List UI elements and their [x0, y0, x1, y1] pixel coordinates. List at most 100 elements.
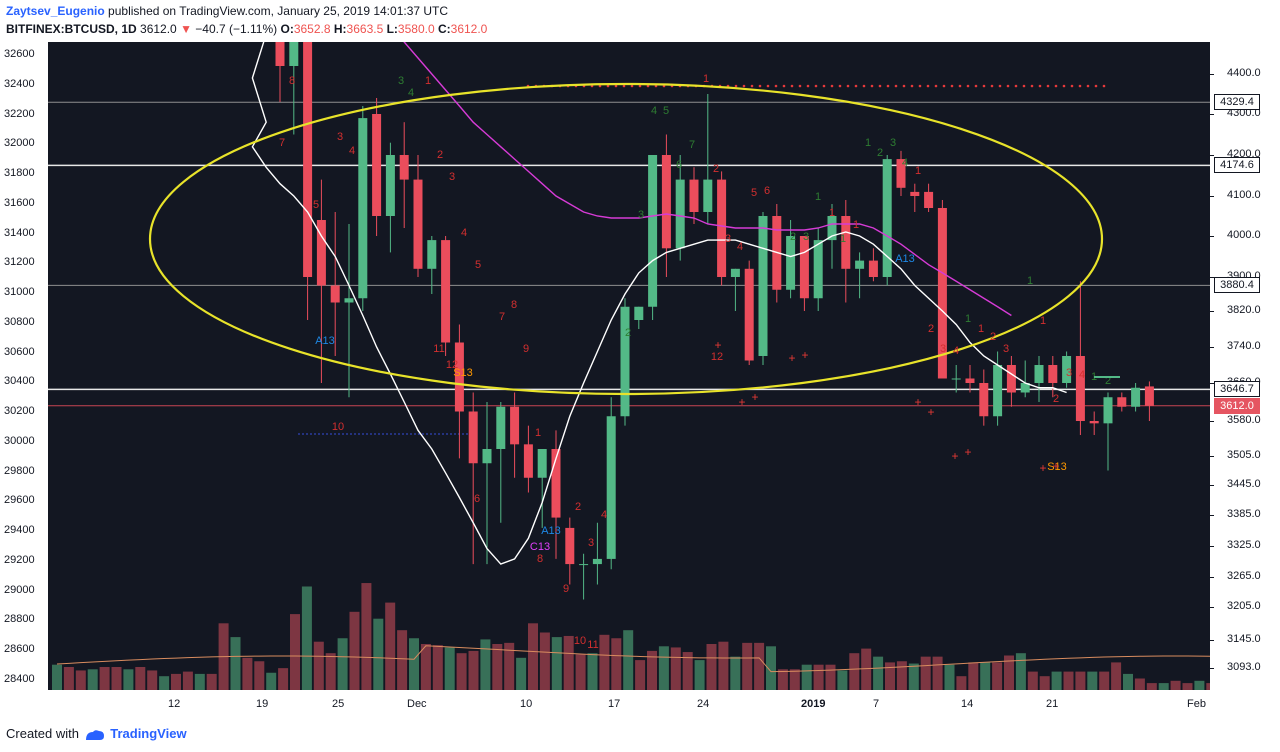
candle-body — [358, 118, 368, 299]
left-axis-tick: 30000 — [4, 434, 35, 447]
volume-bar — [1099, 671, 1110, 690]
volume-bar — [670, 647, 681, 690]
volume-bar — [52, 664, 62, 690]
volume-bar — [849, 653, 860, 690]
left-price-axis[interactable]: 32600 32400 32200 32000 31800 31600 31400 31200… — [0, 42, 48, 690]
resistance-dot — [622, 84, 626, 88]
plus-marker: + — [951, 449, 958, 463]
left-axis-tick: 29600 — [4, 494, 35, 507]
sequence-count-label: 3 — [638, 209, 644, 221]
candle-body — [675, 179, 685, 249]
sequence-count-label: 12 — [711, 351, 723, 363]
volume-bar — [801, 664, 812, 690]
sequence-count-label: 4 — [953, 345, 959, 357]
plus-marker: + — [714, 338, 721, 352]
right-axis-tick-mark — [1210, 421, 1214, 422]
author-link[interactable]: Zaytsev_Eugenio — [6, 4, 105, 18]
right-axis-tick-mark — [1210, 640, 1214, 641]
volume-bar — [920, 656, 931, 690]
resistance-dot — [630, 84, 634, 88]
time-axis-tick: Dec — [407, 698, 427, 710]
right-axis-tick: 3093.0 — [1227, 661, 1261, 673]
volume-bar — [373, 618, 384, 690]
time-axis[interactable]: 12 19 25 Dec 10 17 24 2019 7 14 21 Feb — [48, 690, 1210, 716]
candle-body — [1075, 356, 1085, 421]
setup-annotation-label: S13 — [453, 367, 473, 379]
sequence-count-label: 1 — [815, 191, 821, 203]
volume-bar — [789, 669, 800, 690]
sequence-count-label: 3 — [803, 231, 809, 243]
setup-annotation-label: C13 — [530, 541, 550, 553]
volume-bar — [432, 645, 443, 690]
resistance-dot — [1094, 84, 1098, 88]
plus-marker: + — [914, 395, 921, 409]
right-price-axis[interactable]: 4400.0 4300.0 4200.0 4100.0 4000.0 3900.0 3820… — [1210, 42, 1280, 690]
right-axis-tick-mark — [1210, 456, 1214, 457]
sequence-count-label: 8 — [537, 553, 543, 565]
time-axis-tick: Feb — [1187, 698, 1206, 710]
sequence-count-label: 1 — [1040, 315, 1046, 327]
plus-marker: + — [738, 395, 745, 409]
volume-bar — [718, 641, 729, 690]
candle-body — [482, 449, 492, 464]
sequence-count-label: 4 — [461, 227, 467, 239]
volume-bar — [1063, 671, 1074, 690]
sequence-count-label: 2 — [437, 149, 443, 161]
candle-body — [868, 260, 878, 277]
candle-body — [289, 42, 299, 66]
left-axis-tick: 29800 — [4, 464, 35, 477]
right-axis-tick-mark — [1210, 607, 1214, 608]
candle-body — [1131, 387, 1141, 407]
candle-body — [910, 191, 920, 196]
left-axis-tick: 28600 — [4, 643, 35, 655]
resistance-dot — [926, 84, 930, 88]
right-axis-tick: 3205.0 — [1227, 600, 1261, 612]
volume-bar — [694, 660, 705, 690]
candle-body — [965, 378, 975, 383]
chart-plot-area[interactable]: 8 7 3 4 5 3 4 1 2 3 4 5 11 12 7 8 9 10 6 1 2 3 4 9 8 10 11 2 3 4 5 6 7 2 1… — [48, 42, 1210, 690]
candle-body — [454, 342, 464, 412]
volume-bar — [908, 663, 919, 690]
left-axis-tick: 30600 — [4, 345, 35, 358]
sequence-count-label: 6 — [764, 185, 770, 197]
close-value: 3612.0 — [450, 22, 488, 36]
volume-bar — [409, 638, 419, 690]
volume-bar — [754, 642, 765, 690]
volume-bar — [992, 662, 1003, 690]
sequence-count-label: 6 — [676, 159, 682, 171]
candle-body — [413, 179, 423, 269]
sequence-count-label: 3 — [890, 137, 896, 149]
candle-body — [937, 208, 947, 379]
candle-body — [730, 268, 740, 277]
resistance-dot — [846, 84, 850, 88]
sequence-count-label: 2 — [990, 331, 996, 343]
resistance-dot — [966, 84, 970, 88]
candle-body — [1144, 386, 1154, 406]
sequence-count-label: 1 — [829, 207, 835, 219]
candle-body — [841, 216, 851, 269]
resistance-dot — [830, 84, 834, 88]
resistance-dot — [886, 84, 890, 88]
resistance-dot — [958, 84, 962, 88]
resistance-dot — [854, 84, 858, 88]
volume-bar — [1111, 662, 1122, 690]
symbol-label[interactable]: BITFINEX:BTCUSD, 1D — [6, 22, 137, 36]
resistance-dot — [774, 84, 778, 88]
volume-bar — [1194, 680, 1205, 690]
tradingview-brand-link[interactable]: TradingView — [110, 726, 187, 741]
candle-body — [855, 260, 865, 269]
volume-bar — [278, 668, 289, 690]
right-axis-tick-mark — [1210, 546, 1214, 547]
price-tag: 3880.4 — [1214, 277, 1260, 294]
price-tag: 4329.4 — [1214, 94, 1260, 111]
resistance-dot — [822, 84, 826, 88]
sequence-count-label: 3 — [1066, 367, 1072, 379]
volume-bar — [516, 657, 527, 690]
sequence-count-label: 7 — [279, 137, 285, 149]
time-axis-tick: 25 — [332, 698, 345, 710]
resistance-dot — [1078, 84, 1082, 88]
volume-bar — [587, 653, 598, 690]
volume-bar — [742, 642, 753, 690]
right-axis-tick-mark — [1210, 277, 1214, 278]
